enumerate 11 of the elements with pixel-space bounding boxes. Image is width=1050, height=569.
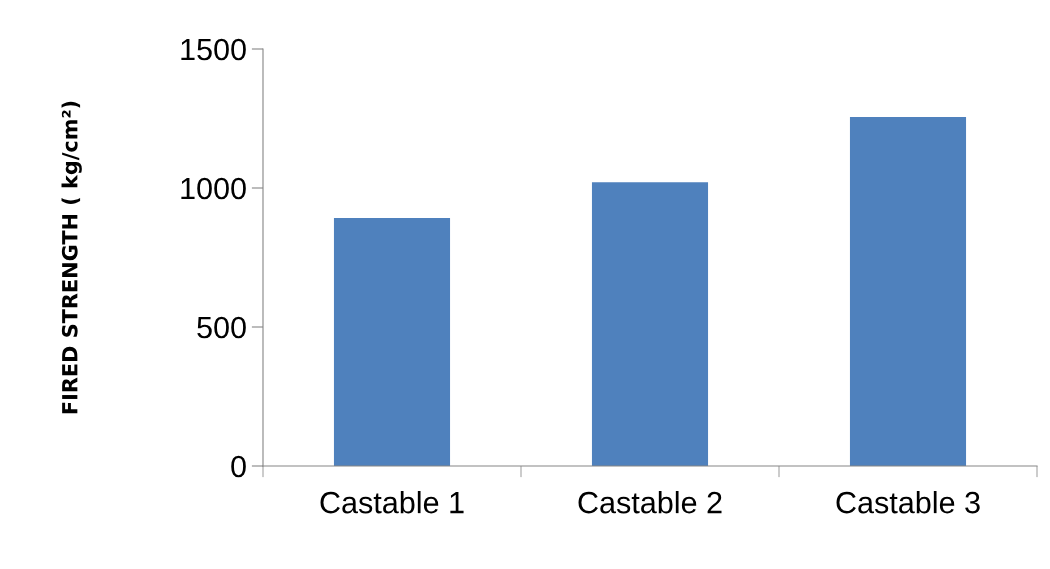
x-tick-label: Castable 2 [578, 491, 722, 514]
y-tick-label: 500 [197, 316, 246, 339]
bar [591, 182, 709, 466]
y-tick-label: 1000 [181, 177, 246, 200]
x-tick-label: Castable 1 [320, 491, 464, 514]
y-tick-label: 0 [231, 455, 246, 478]
x-tick-label: Castable 3 [836, 491, 980, 514]
bar [333, 218, 451, 466]
bar [849, 117, 967, 466]
y-axis-title: FIRED STRENGTH ( kg/cm²) [61, 101, 82, 414]
y-tick-label: 1500 [181, 38, 246, 61]
